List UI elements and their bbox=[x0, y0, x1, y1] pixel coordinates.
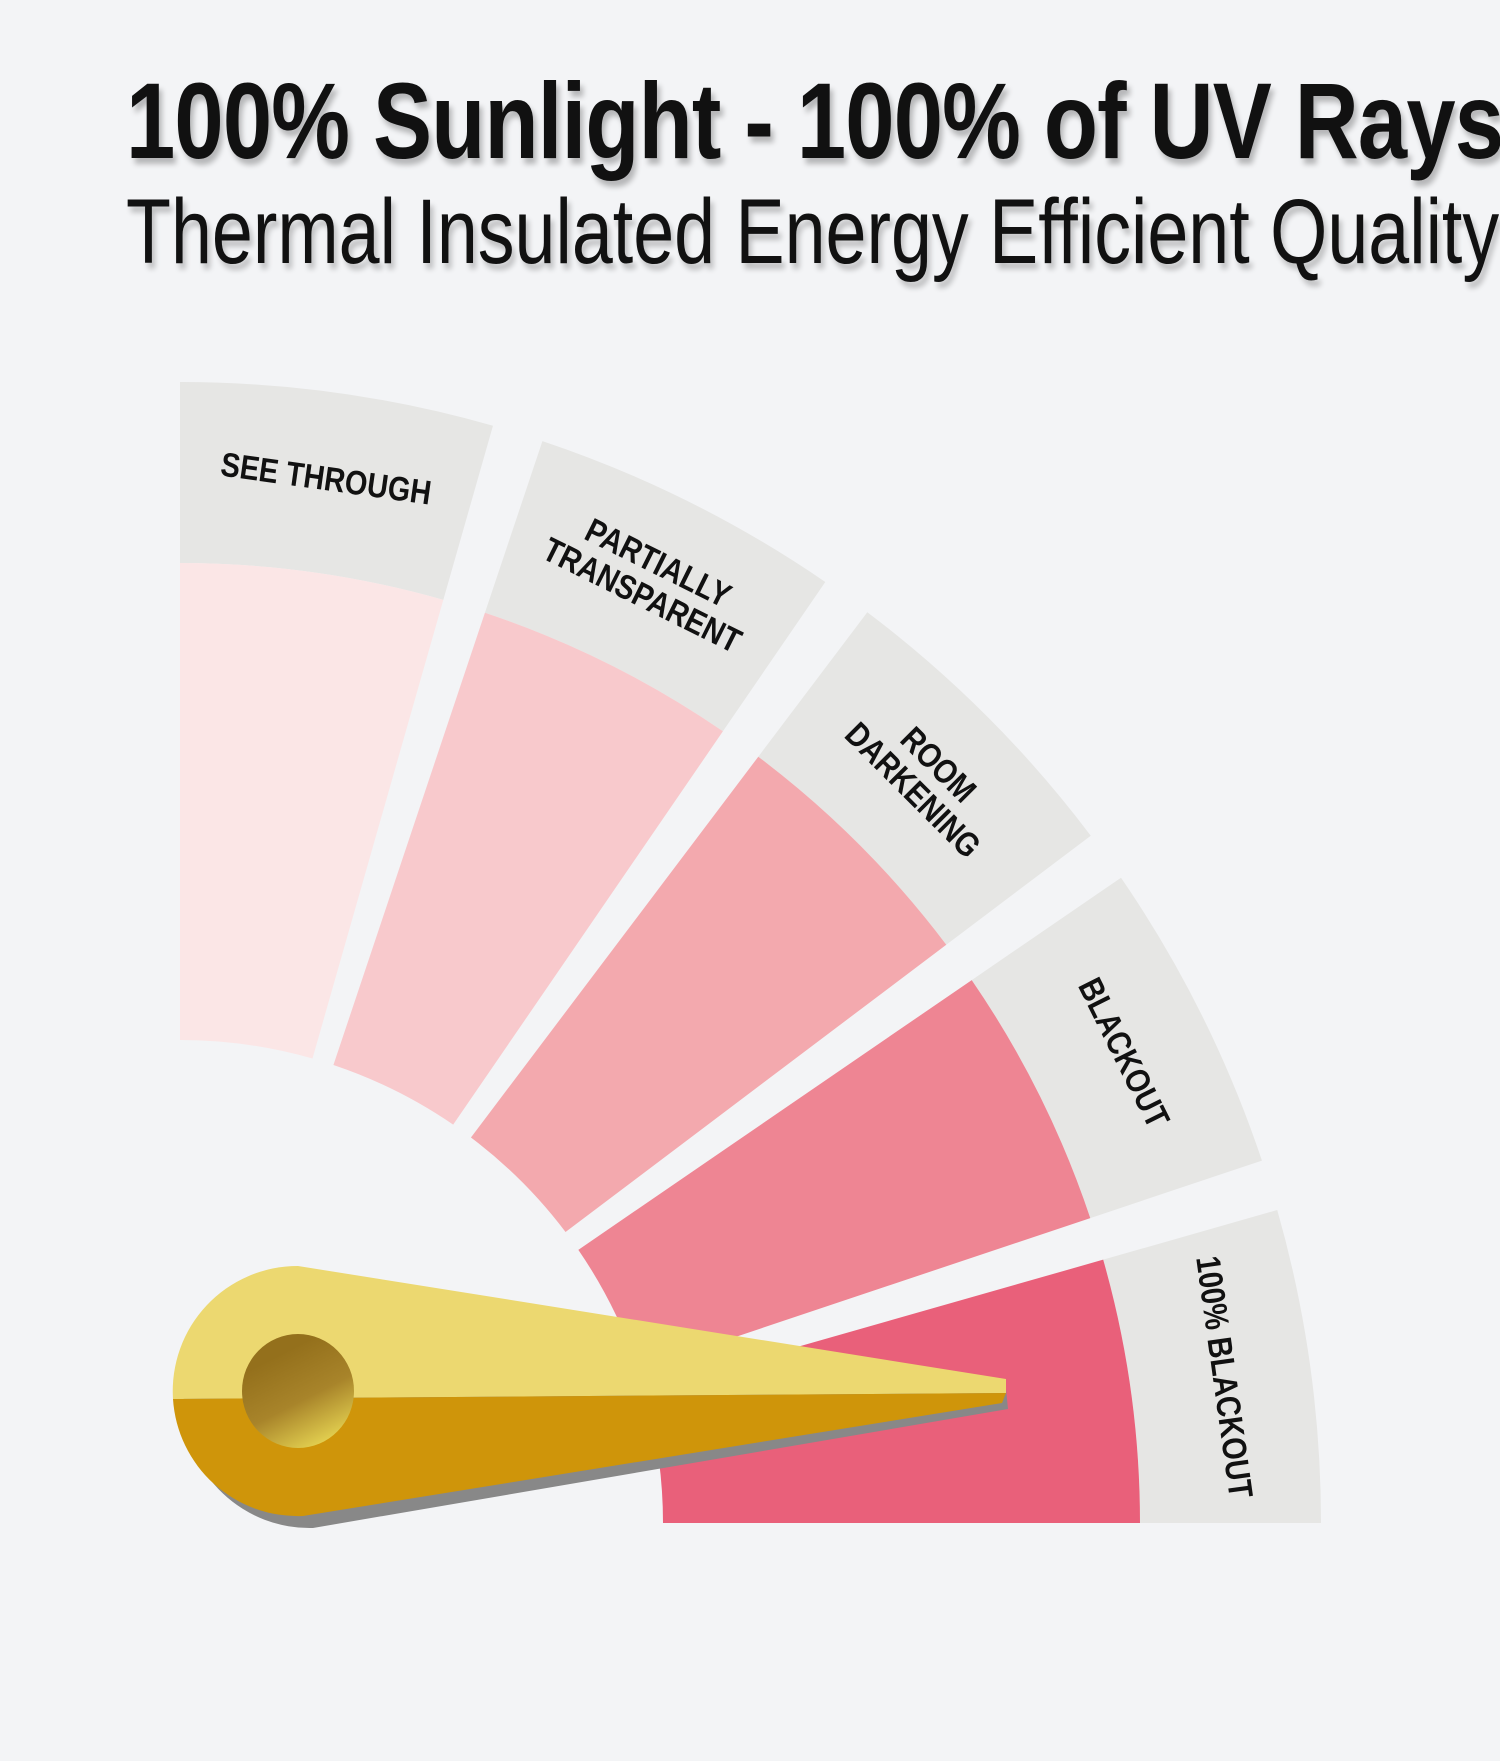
segment-label-band bbox=[971, 877, 1262, 1219]
needle-bottom bbox=[173, 1393, 1006, 1517]
segment-label-band bbox=[484, 441, 826, 732]
segment-fill bbox=[180, 563, 444, 1059]
segment-fill bbox=[470, 756, 947, 1233]
segment-fill bbox=[578, 980, 1091, 1370]
headline: 100% Sunlight - 100% of UV Rays bbox=[126, 60, 1500, 181]
segment-label-band bbox=[180, 382, 493, 600]
segment-fill bbox=[333, 612, 723, 1125]
gauge-segment: BLACKOUT bbox=[578, 877, 1262, 1370]
gauge-segment: SEE THROUGH bbox=[180, 382, 493, 1059]
needle-top bbox=[172, 1265, 1006, 1399]
gauge-needle bbox=[172, 1265, 1008, 1529]
segment-label-band bbox=[758, 612, 1091, 945]
segment-label-band bbox=[1103, 1210, 1321, 1523]
needle-pivot bbox=[242, 1334, 354, 1448]
subheadline: Thermal Insulated Energy Efficient Quali… bbox=[126, 181, 1500, 283]
